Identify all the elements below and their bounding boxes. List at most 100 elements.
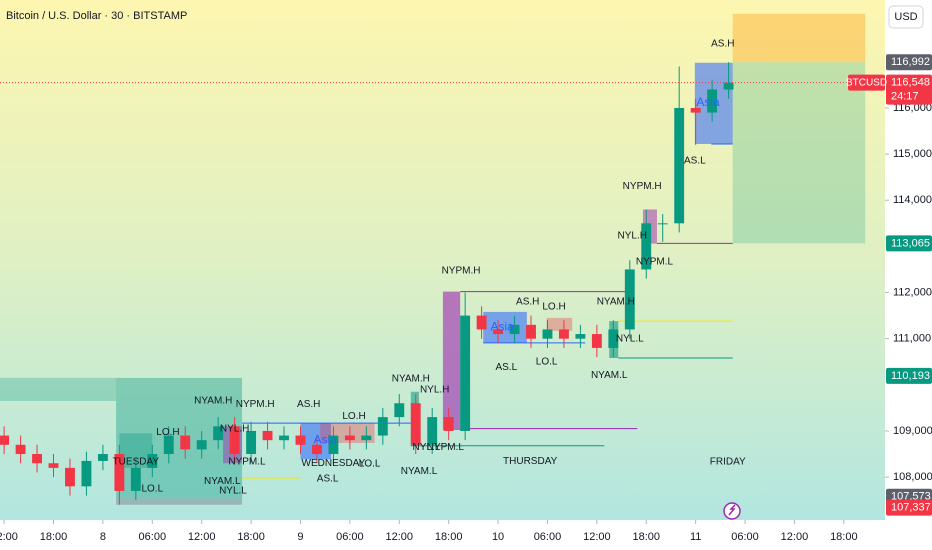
annotation: LO.L (141, 483, 163, 494)
candle-body (410, 403, 421, 445)
price-tag (886, 54, 932, 71)
y-tick-label: 112,000 (893, 286, 932, 298)
candle-body (0, 435, 10, 445)
annotation: LO.H (542, 301, 565, 312)
annotation: NYAM.H (194, 396, 232, 407)
annotation: THURSDAY (503, 456, 558, 467)
candle-body (690, 107, 701, 113)
annotation: LO.L (536, 356, 558, 367)
price-tag (886, 235, 932, 252)
y-tick-label: 111,000 (893, 333, 931, 345)
candle-body (262, 430, 273, 441)
x-tick-label: 06:00 (534, 531, 562, 543)
session-box (732, 62, 866, 244)
y-tick-label: 114,000 (893, 194, 932, 206)
price-tag-label: 116,548 (891, 77, 930, 89)
currency-button[interactable] (888, 5, 924, 29)
candle-body (312, 444, 322, 455)
annotation: NYL.H (618, 230, 647, 241)
candle-body (377, 417, 388, 436)
annotation: AS.H (516, 296, 539, 307)
candle-body (279, 435, 289, 441)
session-box (116, 498, 243, 505)
annotation: NYL.H (420, 385, 449, 396)
annotation: TUESDAY (113, 457, 160, 468)
price-tag-label: 116,992 (891, 56, 930, 68)
candle-body (591, 334, 602, 348)
session-box (0, 377, 117, 401)
annotation: LO.H (156, 427, 179, 438)
plot-area: AS.H AS.L Asia NYPM.H NYL.H NYPM.L NYAM.H NYL.L… (0, 13, 885, 505)
candle-body (657, 223, 668, 225)
annotation: NYAM.H (597, 296, 635, 307)
annotation: NYPM.H (442, 265, 481, 276)
annotation: AS.L (317, 474, 339, 485)
x-tick-label: 18:00 (435, 531, 463, 543)
candle-body (97, 454, 108, 461)
price-tag-label: 107,337 (891, 502, 931, 514)
annotation: NYL.H (220, 424, 249, 435)
price-tag (886, 367, 932, 384)
price-tag (886, 74, 932, 105)
session-box (732, 13, 866, 63)
candle-body (246, 430, 257, 455)
candle-body (180, 435, 191, 450)
candle-body (295, 435, 306, 445)
candle-body (15, 444, 26, 455)
candle-body (624, 269, 635, 330)
annotation: Asia (314, 432, 338, 446)
x-tick-label: 06:00 (336, 531, 364, 543)
candle-body (707, 89, 718, 113)
symbol-tag-label: BTCUSD (846, 77, 887, 88)
x-tick-label: 18:00 (632, 531, 660, 543)
session-box (546, 317, 573, 331)
annotation: AS.H (297, 399, 320, 410)
annotation: NYAM.H (392, 373, 430, 384)
candle-body (493, 329, 504, 335)
candle-body (443, 417, 454, 431)
time-axis (0, 520, 885, 550)
candle-body (213, 426, 224, 441)
candle-body (361, 435, 372, 441)
candle-body (526, 324, 536, 339)
candle-body (130, 467, 141, 491)
candle-body (163, 435, 174, 455)
annotation: AS.L (495, 362, 517, 373)
currency-label[interactable]: USD (894, 11, 917, 23)
candle-body (32, 454, 42, 464)
x-tick-label: 18:00 (830, 531, 858, 543)
x-tick-label: 10 (492, 531, 504, 543)
x-tick-label: 11 (690, 531, 701, 543)
annotation: NYAM.L (204, 476, 241, 487)
candle-body (328, 435, 339, 455)
y-tick-label: 115,000 (893, 148, 932, 160)
annotation: Asia (491, 319, 515, 333)
x-tick-label: 06:00 (731, 531, 759, 543)
x-tick-label: 06:00 (139, 531, 167, 543)
price-tag-label: 110,193 (891, 370, 930, 382)
x-tick-label: 18:00 (237, 531, 265, 543)
plot-background (0, 0, 885, 520)
annotation: NYAM.L (591, 370, 628, 381)
candle-body (229, 426, 240, 455)
candle-body (65, 467, 75, 487)
candle-body (427, 417, 438, 445)
candle-body (641, 223, 652, 270)
annotation: WEDNESDAY (302, 458, 366, 469)
candle-body (147, 454, 158, 468)
x-tick-label: 18:00 (40, 531, 68, 543)
annotation: NYPM.H (236, 399, 275, 410)
annotation: AS.L (684, 156, 706, 167)
candle-body (476, 315, 487, 330)
annotation: NYL.L (413, 442, 441, 453)
annotation: NYL.L (616, 333, 644, 344)
annotation: NYPM.L (228, 457, 266, 468)
x-tick-label: 12:00 (781, 531, 809, 543)
symbol-tag (848, 74, 885, 91)
candle-body (674, 107, 685, 224)
annotation: LO.L (359, 458, 381, 469)
candle-body (196, 440, 207, 450)
annotation: NYPM.H (623, 181, 662, 192)
annotation: NYAM.L (401, 466, 438, 477)
